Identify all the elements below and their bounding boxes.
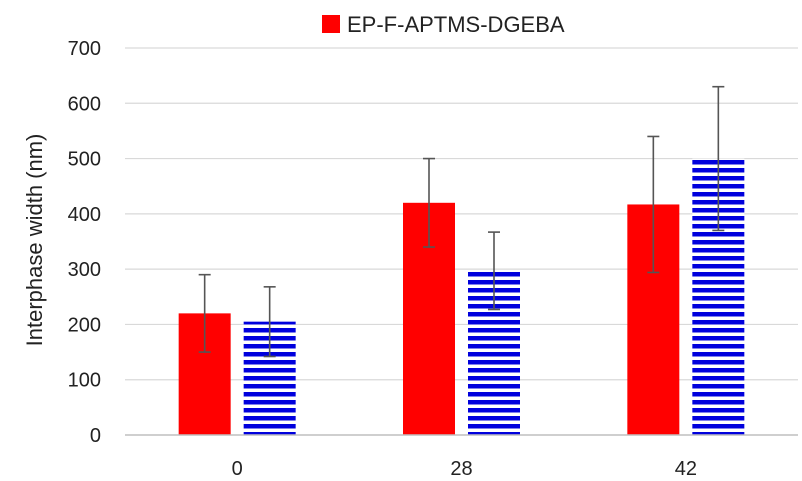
bars [178, 158, 745, 436]
gridlines [125, 47, 798, 381]
legend-swatch-series-1 [322, 15, 340, 33]
error-bars [198, 85, 725, 358]
y-tick-label: 200 [68, 314, 101, 336]
y-axis-label: Interphase width (nm) [22, 134, 47, 347]
y-tick-label: 300 [68, 259, 101, 281]
x-tick-label: 42 [675, 458, 697, 480]
y-tick-label: 0 [90, 425, 101, 447]
y-tick-label: 500 [68, 149, 101, 171]
x-tick-labels: 0 28 42 [232, 458, 697, 480]
legend-label-series-1: EP-F-APTMS-DGEBA [347, 12, 565, 37]
y-tick-labels: 0 100 200 300 400 500 600 700 [68, 38, 101, 447]
x-tick-label: 0 [232, 458, 243, 480]
y-tick-label: 100 [68, 370, 101, 392]
y-tick-label: 700 [68, 38, 101, 60]
legend: EP-F-APTMS-DGEBA [322, 12, 565, 37]
y-tick-label: 600 [68, 93, 101, 115]
y-tick-label: 400 [68, 204, 101, 226]
x-tick-label: 28 [450, 458, 472, 480]
